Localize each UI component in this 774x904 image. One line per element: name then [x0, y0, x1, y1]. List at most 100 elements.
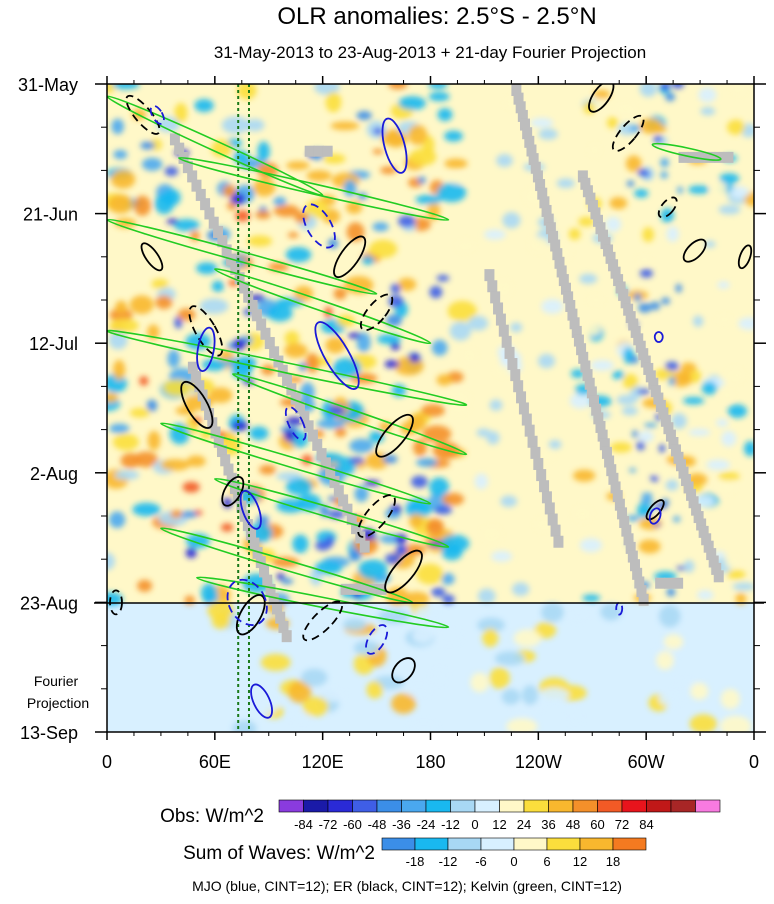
- missing-cell: [592, 214, 603, 227]
- obs-colorbar-level: -12: [441, 817, 460, 832]
- olr-cell: [641, 492, 653, 499]
- olr-cell: [273, 196, 287, 207]
- obs-colorbar-level: 72: [615, 817, 629, 832]
- missing-cell: [615, 281, 626, 294]
- olr-cell: [660, 157, 669, 168]
- olr-cell: [170, 510, 183, 518]
- olr-cell: [363, 480, 381, 486]
- missing-cell: [515, 101, 526, 114]
- obs-colorbar-swatch: [597, 799, 623, 813]
- x-tick-label: 60E: [199, 752, 231, 772]
- missing-cell: [660, 414, 671, 427]
- olr-cell: [283, 429, 296, 442]
- olr-cell: [449, 399, 469, 414]
- missing-cell: [696, 151, 707, 163]
- olr-cell: [578, 216, 595, 227]
- olr-cell: [409, 148, 437, 166]
- chart-subtitle: 31-May-2013 to 23-Aug-2013 + 21-day Four…: [214, 43, 646, 62]
- olr-cell: [690, 682, 709, 700]
- missing-cell: [623, 533, 634, 546]
- olr-cell: [656, 650, 674, 670]
- olr-cell: [321, 688, 348, 703]
- olr-cell: [658, 692, 683, 706]
- olr-cell: [626, 515, 640, 522]
- kelvin-contour: [160, 422, 432, 505]
- olr-cell: [609, 196, 628, 210]
- missing-cell: [610, 481, 621, 494]
- missing-cell: [490, 291, 501, 304]
- olr-cell: [221, 116, 250, 134]
- missing-cell: [598, 229, 609, 242]
- olr-cell: [113, 149, 128, 160]
- olr-cell: [654, 368, 674, 380]
- olr-cell: [671, 84, 685, 89]
- olr-cell: [437, 182, 467, 203]
- olr-cell: [108, 331, 128, 350]
- olr-cell: [398, 96, 426, 111]
- olr-cell: [593, 89, 611, 100]
- missing-cell: [563, 291, 574, 304]
- missing-cell: [275, 611, 286, 624]
- missing-cell: [638, 348, 649, 361]
- olr-cell: [111, 118, 124, 135]
- missing-cell: [693, 511, 704, 524]
- olr-cell: [408, 513, 423, 529]
- olr-cell: [314, 84, 340, 95]
- missing-cell: [510, 369, 521, 382]
- missing-cell: [187, 361, 198, 374]
- obs-colorbar-swatch: [621, 799, 647, 813]
- missing-cell: [633, 333, 644, 346]
- missing-cell: [251, 309, 262, 322]
- olr-cell: [633, 293, 642, 302]
- missing-cell: [191, 370, 202, 383]
- olr-cell: [639, 268, 654, 278]
- missing-cell: [511, 84, 522, 96]
- olr-cell: [636, 502, 653, 519]
- olr-cell: [280, 426, 299, 434]
- olr-cell: [415, 606, 437, 619]
- olr-cell: [638, 255, 652, 264]
- er-contours: [109, 84, 753, 684]
- obs-colorbar-swatch: [548, 799, 574, 813]
- olr-cell: [133, 195, 151, 216]
- olr-cell: [316, 419, 346, 429]
- olr-cell: [411, 217, 431, 231]
- olr-cell: [688, 185, 710, 194]
- missing-cell: [346, 512, 357, 525]
- obs-colorbar-level: -72: [319, 817, 338, 832]
- missing-cell: [655, 399, 666, 412]
- missing-cell: [213, 225, 224, 238]
- obs-colorbar-label: Obs: W/m^2: [160, 806, 264, 827]
- obs-colorbar-swatch: [670, 799, 696, 813]
- missing-cell: [493, 302, 504, 315]
- missing-cell: [507, 358, 518, 371]
- missing-cell: [204, 408, 215, 420]
- olr-cell: [717, 281, 730, 289]
- y-axis: 31-May 21-Jun 12-Jul 2-Aug 23-Aug 13-Sep: [18, 75, 766, 743]
- olr-cell: [368, 239, 398, 259]
- missing-cell: [703, 540, 714, 553]
- olr-cell: [474, 473, 489, 490]
- missing-cell: [277, 364, 288, 377]
- missing-cell: [249, 537, 260, 550]
- olr-cell: [284, 330, 300, 346]
- missing-cell: [513, 92, 524, 105]
- olr-cell: [319, 504, 329, 518]
- olr-cell: [725, 556, 740, 569]
- missing-cell: [603, 244, 614, 257]
- missing-cell: [230, 262, 241, 275]
- missing-cell: [552, 248, 563, 261]
- missing-cell: [342, 503, 353, 516]
- olr-cell: [194, 98, 214, 113]
- olr-cell: [666, 587, 676, 597]
- missing-cell: [264, 337, 275, 350]
- olr-cell: [610, 442, 632, 453]
- olr-cell: [483, 229, 506, 240]
- kelvin-contour: [178, 156, 450, 221]
- missing-cell: [544, 502, 555, 515]
- olr-cell: [671, 413, 687, 429]
- olr-cell: [718, 472, 740, 481]
- olr-cell: [388, 295, 404, 308]
- missing-cell: [340, 583, 351, 595]
- mjo-contour-negative: [365, 624, 389, 655]
